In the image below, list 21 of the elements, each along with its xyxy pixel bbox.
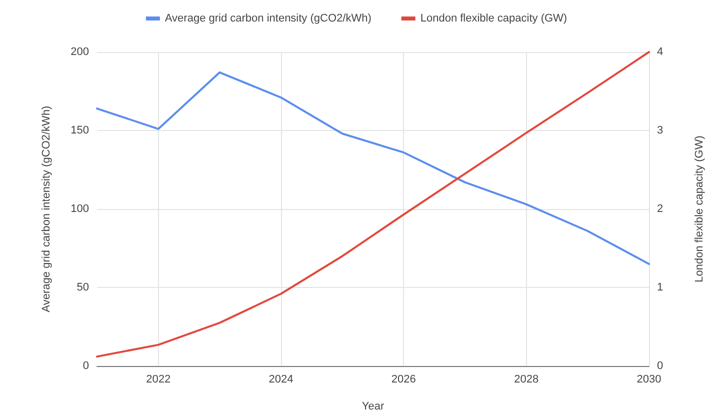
y2-tick-label: 4 xyxy=(657,46,664,58)
x-tick-label: 2022 xyxy=(146,374,171,386)
x-tick-label: 2026 xyxy=(391,374,416,386)
y-axis-title: Average grid carbon intensity (gCO2/kWh) xyxy=(40,106,52,312)
x-tick-label: 2028 xyxy=(514,374,539,386)
y2-tick-label: 2 xyxy=(657,203,664,215)
y-tick-label: 200 xyxy=(70,46,89,58)
y-tick-label: 150 xyxy=(70,124,89,136)
line-series xyxy=(96,71,650,265)
y2-tick-label: 3 xyxy=(657,124,664,136)
y-tick-label: 50 xyxy=(76,282,89,294)
y2-tick-label: 0 xyxy=(657,360,664,372)
y-tick-label: 100 xyxy=(70,203,89,215)
legend-label: London flexible capacity (GW) xyxy=(420,12,568,24)
x-tick-label: 2024 xyxy=(268,374,294,386)
y2-axis-title: London flexible capacity (GW) xyxy=(694,136,706,282)
x-axis-title: Year xyxy=(362,400,384,412)
y2-tick-label: 1 xyxy=(657,282,664,294)
legend-label: Average grid carbon intensity (gCO2/kWh) xyxy=(164,12,372,24)
y-tick-label: 0 xyxy=(82,360,89,372)
x-tick-label: 2030 xyxy=(636,374,662,386)
